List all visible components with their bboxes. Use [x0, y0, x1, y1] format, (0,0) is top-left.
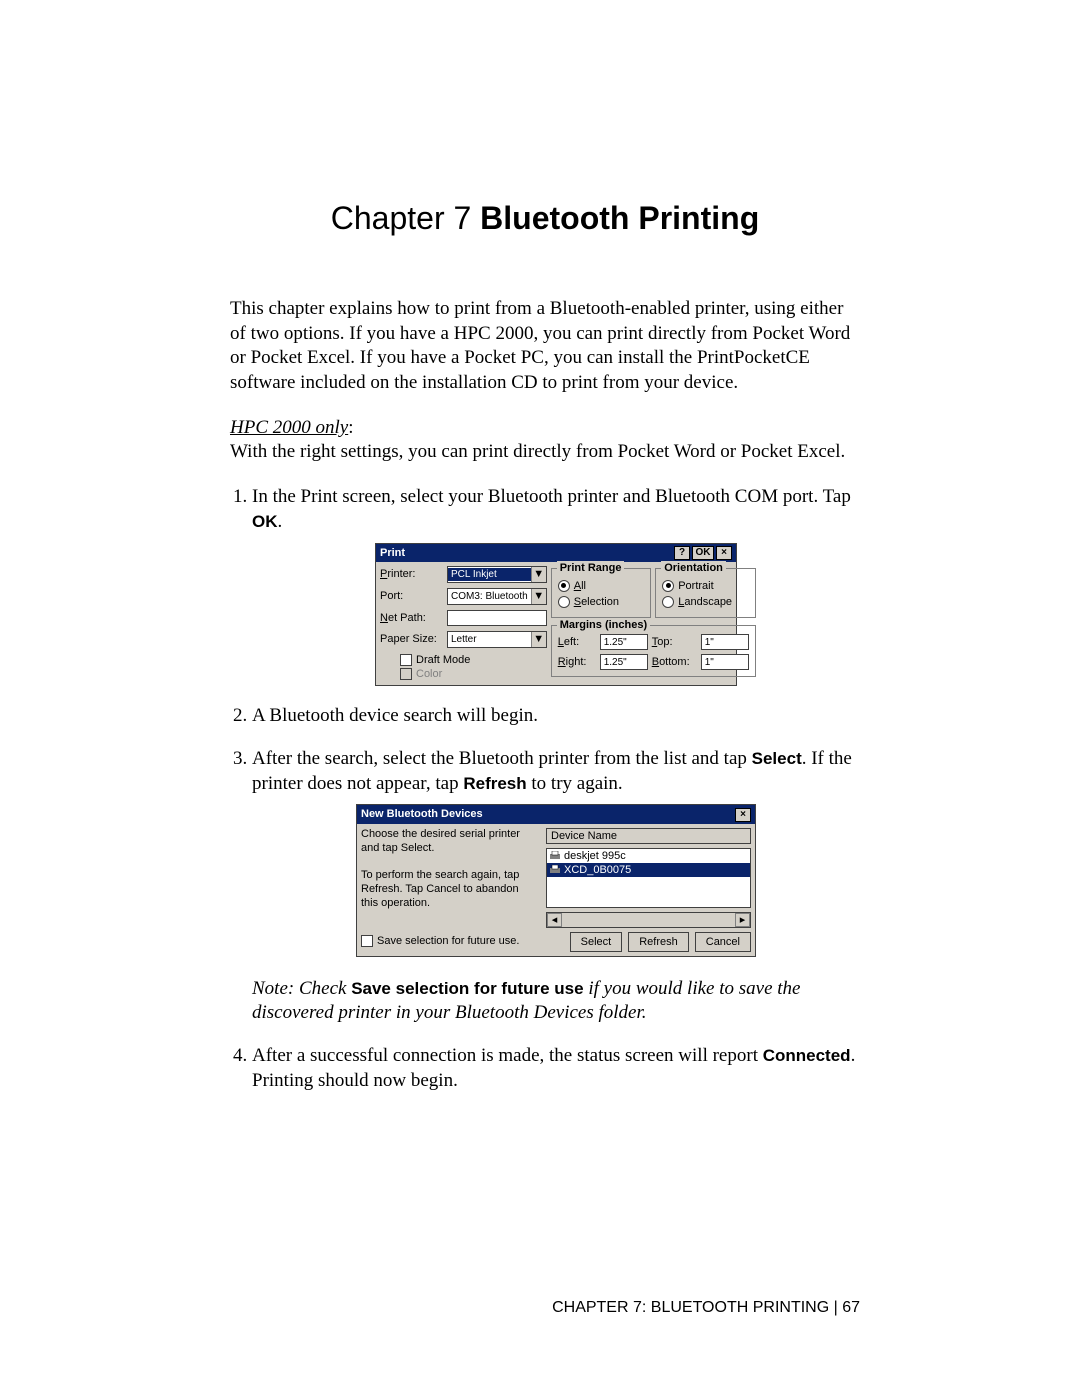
margin-right-label: Right:	[558, 655, 596, 669]
chapter-title: Chapter 7 Bluetooth Printing	[230, 200, 860, 237]
refresh-button[interactable]: Refresh	[628, 932, 689, 952]
device-list-item[interactable]: XCD_0B0075	[547, 863, 750, 877]
steps-list: In the Print screen, select your Bluetoo…	[230, 485, 860, 1093]
bt-instruction-1: Choose the desired serial printer and ta…	[361, 828, 536, 856]
save-selection-checkbox[interactable]: Save selection for future use.	[361, 935, 536, 949]
printer-label: Printer:	[380, 567, 442, 581]
page-footer: CHAPTER 7: BLUETOOTH PRINTING | 67	[552, 1299, 860, 1317]
device-list-item[interactable]: deskjet 995c	[547, 849, 750, 863]
bt-dialog-titlebar: New Bluetooth Devices ×	[357, 805, 755, 823]
step-1: In the Print screen, select your Bluetoo…	[252, 485, 860, 686]
chevron-down-icon: ▼	[531, 589, 546, 604]
margin-top-label: Top:	[652, 635, 697, 649]
select-button[interactable]: Select	[570, 932, 623, 952]
netpath-label: Net Path:	[380, 611, 442, 625]
range-all-radio[interactable]: All	[558, 579, 645, 593]
print-dialog: Print ? OK × Printer: PCL Inkjet ▼	[375, 543, 737, 687]
margins-group: Margins (inches) Left: 1.25" Top: 1" Rig…	[551, 625, 756, 677]
ok-button[interactable]: OK	[692, 546, 714, 560]
note-paragraph: Note: Check Save selection for future us…	[252, 977, 860, 1026]
range-selection-radio[interactable]: Selection	[558, 595, 645, 609]
subhead: HPC 2000 only	[230, 417, 348, 438]
subtext: With the right settings, you can print d…	[230, 441, 845, 462]
orientation-group: Orientation Portrait Landscape	[655, 568, 756, 619]
print-dialog-titlebar: Print ? OK ×	[376, 544, 736, 562]
papersize-combo[interactable]: Letter ▼	[447, 631, 547, 648]
horizontal-scrollbar[interactable]: ◂ ▸	[546, 912, 751, 928]
bluetooth-devices-dialog: New Bluetooth Devices × Choose the desir…	[356, 804, 756, 956]
print-dialog-title: Print	[380, 546, 405, 560]
margin-bottom-input[interactable]: 1"	[701, 654, 749, 670]
margin-top-input[interactable]: 1"	[701, 634, 749, 650]
bt-dialog-title: New Bluetooth Devices	[361, 807, 483, 821]
color-checkbox: Color	[400, 667, 547, 681]
scroll-left-icon[interactable]: ◂	[547, 913, 562, 927]
netpath-input[interactable]	[447, 610, 547, 626]
printer-icon	[549, 865, 561, 875]
step-3: After the search, select the Bluetooth p…	[252, 747, 860, 1026]
papersize-label: Paper Size:	[380, 632, 442, 646]
intro-paragraph: This chapter explains how to print from …	[230, 297, 860, 396]
printer-combo[interactable]: PCL Inkjet ▼	[447, 566, 547, 583]
chapter-main: Bluetooth Printing	[480, 200, 759, 236]
chevron-down-icon: ▼	[531, 567, 546, 582]
margin-bottom-label: Bottom:	[652, 655, 697, 669]
chapter-prefix: Chapter 7	[331, 200, 480, 236]
scroll-right-icon[interactable]: ▸	[735, 913, 750, 927]
device-list-header: Device Name	[546, 828, 751, 844]
hpc-section: HPC 2000 only: With the right settings, …	[230, 416, 860, 465]
draft-mode-checkbox[interactable]: Draft Mode	[400, 653, 547, 667]
port-combo[interactable]: COM3: Bluetooth ▼	[447, 588, 547, 605]
printer-icon	[549, 851, 561, 861]
port-label: Port:	[380, 589, 442, 603]
margin-left-input[interactable]: 1.25"	[600, 634, 648, 650]
step-2: A Bluetooth device search will begin.	[252, 704, 860, 729]
close-button[interactable]: ×	[716, 546, 732, 560]
step-4: After a successful connection is made, t…	[252, 1044, 860, 1093]
orient-landscape-radio[interactable]: Landscape	[662, 595, 749, 609]
help-button[interactable]: ?	[674, 546, 690, 560]
margin-left-label: Left:	[558, 635, 596, 649]
orient-portrait-radio[interactable]: Portrait	[662, 579, 749, 593]
cancel-button[interactable]: Cancel	[695, 932, 751, 952]
chevron-down-icon: ▼	[531, 632, 546, 647]
margin-right-input[interactable]: 1.25"	[600, 654, 648, 670]
bt-instruction-2: To perform the search again, tap Refresh…	[361, 869, 536, 910]
close-button[interactable]: ×	[735, 808, 751, 822]
device-list[interactable]: deskjet 995c XCD_0B0075	[546, 848, 751, 908]
print-range-group: Print Range All Selection	[551, 568, 652, 619]
